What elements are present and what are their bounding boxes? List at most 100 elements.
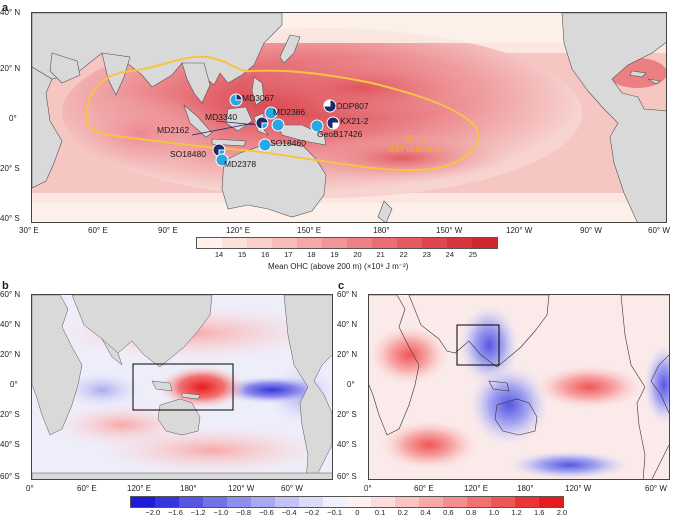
colorbar-tick-label: −1.2 — [190, 508, 206, 517]
colorbar-swatch — [323, 497, 347, 507]
colorbar-tick-label: 23 — [422, 250, 431, 259]
ohc-map — [31, 12, 667, 223]
lon-tick: 150° E — [297, 226, 322, 235]
colorbar-tick-label: −1.6 — [168, 508, 183, 517]
site-marker — [310, 119, 324, 133]
lat-tick: 0° — [10, 380, 18, 389]
lon-tick: 90° W — [580, 226, 602, 235]
lon-tick: 180° — [517, 484, 534, 493]
colorbar-tick-label: −0.1 — [327, 508, 343, 517]
colorbar-swatch — [347, 497, 371, 507]
lon-tick: 120° W — [228, 484, 255, 493]
lat-tick: 40° S — [0, 214, 20, 223]
lon-tick: 180° — [373, 226, 390, 235]
colorbar-tick-label: 0.1 — [374, 508, 386, 517]
colorbar-swatch — [467, 497, 491, 507]
colorbar-tick-label: −0.8 — [236, 508, 252, 517]
anomaly-colorbar — [130, 496, 564, 508]
colorbar-swatch — [422, 238, 447, 248]
colorbar-tick-label: 1.2 — [511, 508, 522, 517]
colorbar-tick-label: 0 — [355, 508, 360, 517]
colorbar-swatch — [515, 497, 539, 507]
lat-tick: 20° S — [0, 410, 20, 419]
lat-tick: 60° S — [0, 472, 20, 481]
site-label-kx21-2: KX21-2 — [340, 116, 369, 126]
ohc-trend-map-svg — [32, 295, 332, 479]
colorbar-swatch — [472, 238, 497, 248]
lat-tick: 20° N — [0, 64, 21, 73]
lon-tick: 120° E — [464, 484, 489, 493]
lat-tick: 60° N — [0, 290, 21, 299]
ohc-colorbar — [196, 237, 498, 249]
site-label-md3340: MD3340 — [205, 112, 238, 122]
colorbar-tick-label: 1.0 — [488, 508, 499, 517]
ohc-colorbar-caption: Mean OHC (above 200 m) (×10⁹ J m⁻²) — [268, 262, 409, 271]
lon-tick: 60° E — [414, 484, 434, 493]
colorbar-tick-label: 0.2 — [397, 508, 409, 517]
colorbar-tick-label: 25 — [468, 250, 478, 259]
colorbar-tick-label: 14 — [214, 250, 224, 259]
colorbar-swatch — [155, 497, 179, 507]
lon-tick: 0° — [26, 484, 34, 493]
colorbar-tick-label: 24 — [445, 250, 455, 259]
lat-tick: 60° S — [337, 472, 357, 481]
colorbar-swatch — [371, 497, 395, 507]
colorbar-swatch — [275, 497, 299, 507]
lat-tick: 40° S — [0, 440, 20, 449]
lat-tick: 20° N — [0, 350, 21, 359]
colorbar-tick-label: 2.0 — [556, 508, 568, 517]
ohc-trend-map — [31, 294, 333, 480]
colorbar-swatch — [299, 497, 323, 507]
lon-tick: 120° W — [565, 484, 592, 493]
site-label-geob17426: GeoB17426 — [317, 129, 363, 139]
colorbar-tick-label: 22 — [399, 250, 408, 259]
site-label-so18460: SO18460 — [270, 138, 306, 148]
colorbar-swatch — [491, 497, 515, 507]
lat-tick: 60° N — [337, 290, 358, 299]
colorbar-tick-label: 20 — [353, 250, 362, 259]
lon-tick: 150° W — [436, 226, 463, 235]
regression-map — [368, 294, 670, 480]
site-marker — [258, 138, 272, 152]
lat-tick: 0° — [347, 380, 355, 389]
colorbar-swatch — [247, 238, 272, 248]
colorbar-swatch — [443, 497, 467, 507]
isotherm-label-text: SST isotherm — [388, 144, 440, 154]
panel-b-letter: b — [2, 280, 9, 292]
lon-tick: 60° W — [645, 484, 667, 493]
site-label-md2162: MD2162 — [157, 125, 190, 135]
colorbar-tick-label: 16 — [261, 250, 270, 259]
sst-isotherm-contour — [85, 55, 479, 172]
colorbar-swatch — [539, 497, 563, 507]
colorbar-swatch — [397, 238, 422, 248]
panel-a-letter: a — [2, 2, 9, 14]
lon-tick: 0° — [364, 484, 372, 493]
site-marker — [229, 93, 243, 107]
colorbar-swatch — [395, 497, 419, 507]
site-label-md2386: MD2386 — [273, 107, 306, 117]
colorbar-swatch — [197, 238, 222, 248]
colorbar-swatch — [131, 497, 155, 507]
ohc-map-svg — [32, 13, 666, 222]
lat-tick: 20° S — [0, 164, 20, 173]
site-label-odp807: ODP807 — [336, 101, 369, 111]
colorbar-swatch — [347, 238, 372, 248]
site-marker — [255, 116, 269, 130]
colorbar-swatch — [372, 238, 397, 248]
lat-tick: 40° N — [0, 8, 21, 17]
site-marker — [323, 99, 337, 113]
panel-c-letter: c — [338, 280, 345, 292]
site-label-md3067: MD3067 — [242, 93, 275, 103]
colorbar-swatch — [203, 497, 227, 507]
colorbar-tick-label: 1.6 — [534, 508, 545, 517]
site-marker — [271, 118, 285, 132]
lon-tick: 120° E — [226, 226, 251, 235]
lon-tick: 120° E — [127, 484, 152, 493]
colorbar-tick-label: −0.2 — [304, 508, 320, 517]
site-marker — [264, 106, 278, 120]
focus-region-box — [456, 324, 500, 366]
focus-region-box — [132, 363, 234, 411]
isotherm-label-temp: 28 °C — [405, 133, 427, 143]
colorbar-tick-label: −0.4 — [281, 508, 297, 517]
lon-tick: 60° W — [648, 226, 670, 235]
